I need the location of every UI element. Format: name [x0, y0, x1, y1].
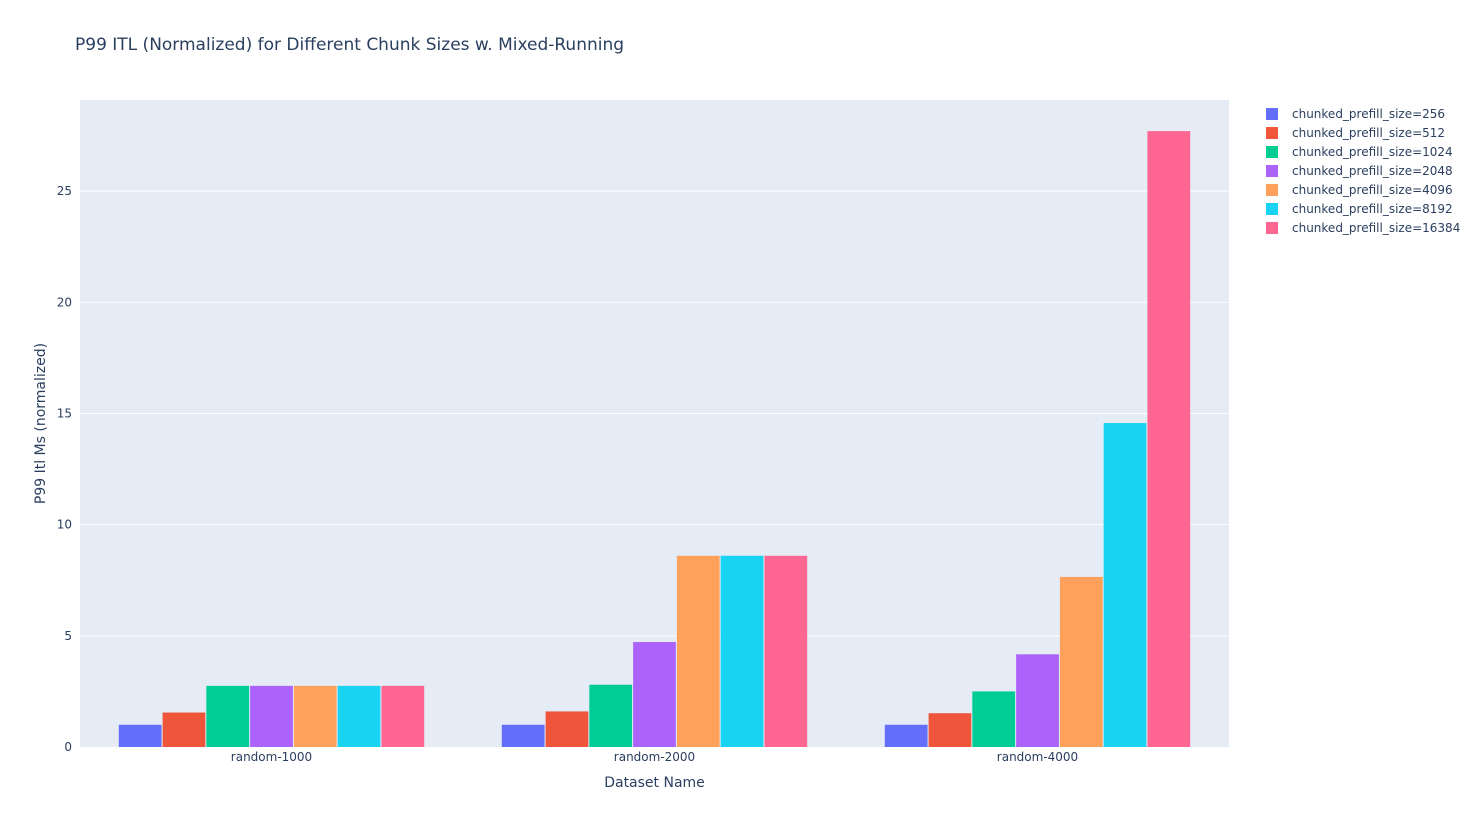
- legend-label: chunked_prefill_size=1024: [1292, 145, 1453, 159]
- bar[interactable]: [1016, 654, 1059, 747]
- legend-label: chunked_prefill_size=2048: [1292, 164, 1453, 178]
- bar[interactable]: [1103, 423, 1147, 747]
- legend-item[interactable]: chunked_prefill_size=512: [1266, 126, 1445, 140]
- legend-label: chunked_prefill_size=256: [1292, 107, 1445, 121]
- y-tick-label: 20: [57, 295, 72, 309]
- legend-label: chunked_prefill_size=512: [1292, 126, 1445, 140]
- bar[interactable]: [1059, 576, 1103, 747]
- legend-swatch: [1266, 222, 1278, 234]
- bar[interactable]: [633, 642, 676, 747]
- x-axis-title: Dataset Name: [604, 775, 705, 791]
- bar[interactable]: [337, 685, 381, 747]
- bar[interactable]: [720, 555, 764, 747]
- x-tick-label: random-1000: [231, 750, 312, 764]
- legend-swatch: [1266, 146, 1278, 158]
- bar[interactable]: [928, 713, 972, 747]
- bar[interactable]: [764, 555, 808, 747]
- bar[interactable]: [293, 685, 337, 747]
- bar[interactable]: [162, 712, 206, 747]
- bar[interactable]: [250, 685, 293, 747]
- legend-label: chunked_prefill_size=4096: [1292, 183, 1453, 197]
- legend-item[interactable]: chunked_prefill_size=4096: [1266, 183, 1453, 197]
- legend-item[interactable]: chunked_prefill_size=1024: [1266, 145, 1453, 159]
- plot-area: [80, 100, 1229, 747]
- y-tick-label: 25: [57, 184, 72, 198]
- bar[interactable]: [545, 711, 589, 747]
- bar[interactable]: [381, 685, 425, 747]
- legend-item[interactable]: chunked_prefill_size=2048: [1266, 164, 1453, 178]
- legend-swatch: [1266, 127, 1278, 139]
- bar[interactable]: [884, 724, 928, 747]
- bar[interactable]: [676, 555, 720, 747]
- y-axis-title: P99 Itl Ms (normalized): [33, 343, 49, 504]
- bar[interactable]: [1147, 131, 1191, 748]
- legend-swatch: [1266, 165, 1278, 177]
- legend-item[interactable]: chunked_prefill_size=8192: [1266, 202, 1453, 216]
- bars: [118, 131, 1191, 748]
- legend-swatch: [1266, 108, 1278, 120]
- bar[interactable]: [501, 724, 545, 747]
- y-tick-label: 5: [64, 629, 72, 643]
- x-axis-ticks: random-1000 random-2000 random-4000: [231, 750, 1078, 764]
- legend-swatch: [1266, 184, 1278, 196]
- chart-title: P99 ITL (Normalized) for Different Chunk…: [75, 35, 624, 55]
- legend-label: chunked_prefill_size=8192: [1292, 202, 1453, 216]
- x-tick-label: random-4000: [997, 750, 1078, 764]
- legend-item[interactable]: chunked_prefill_size=16384: [1266, 221, 1460, 235]
- bar[interactable]: [118, 724, 162, 747]
- bar[interactable]: [972, 691, 1016, 747]
- gridlines: [80, 190, 1229, 637]
- legend-item[interactable]: chunked_prefill_size=256: [1266, 107, 1445, 121]
- y-tick-label: 0: [64, 740, 72, 754]
- y-tick-label: 10: [57, 518, 72, 532]
- y-axis-ticks: 0 5 10 15 20 25: [57, 184, 72, 754]
- bar[interactable]: [206, 685, 250, 747]
- y-tick-label: 15: [57, 406, 72, 420]
- legend[interactable]: chunked_prefill_size=256 chunked_prefill_…: [1266, 107, 1460, 235]
- legend-swatch: [1266, 203, 1278, 215]
- legend-label: chunked_prefill_size=16384: [1292, 221, 1460, 235]
- x-tick-label: random-2000: [614, 750, 695, 764]
- bar[interactable]: [589, 684, 633, 747]
